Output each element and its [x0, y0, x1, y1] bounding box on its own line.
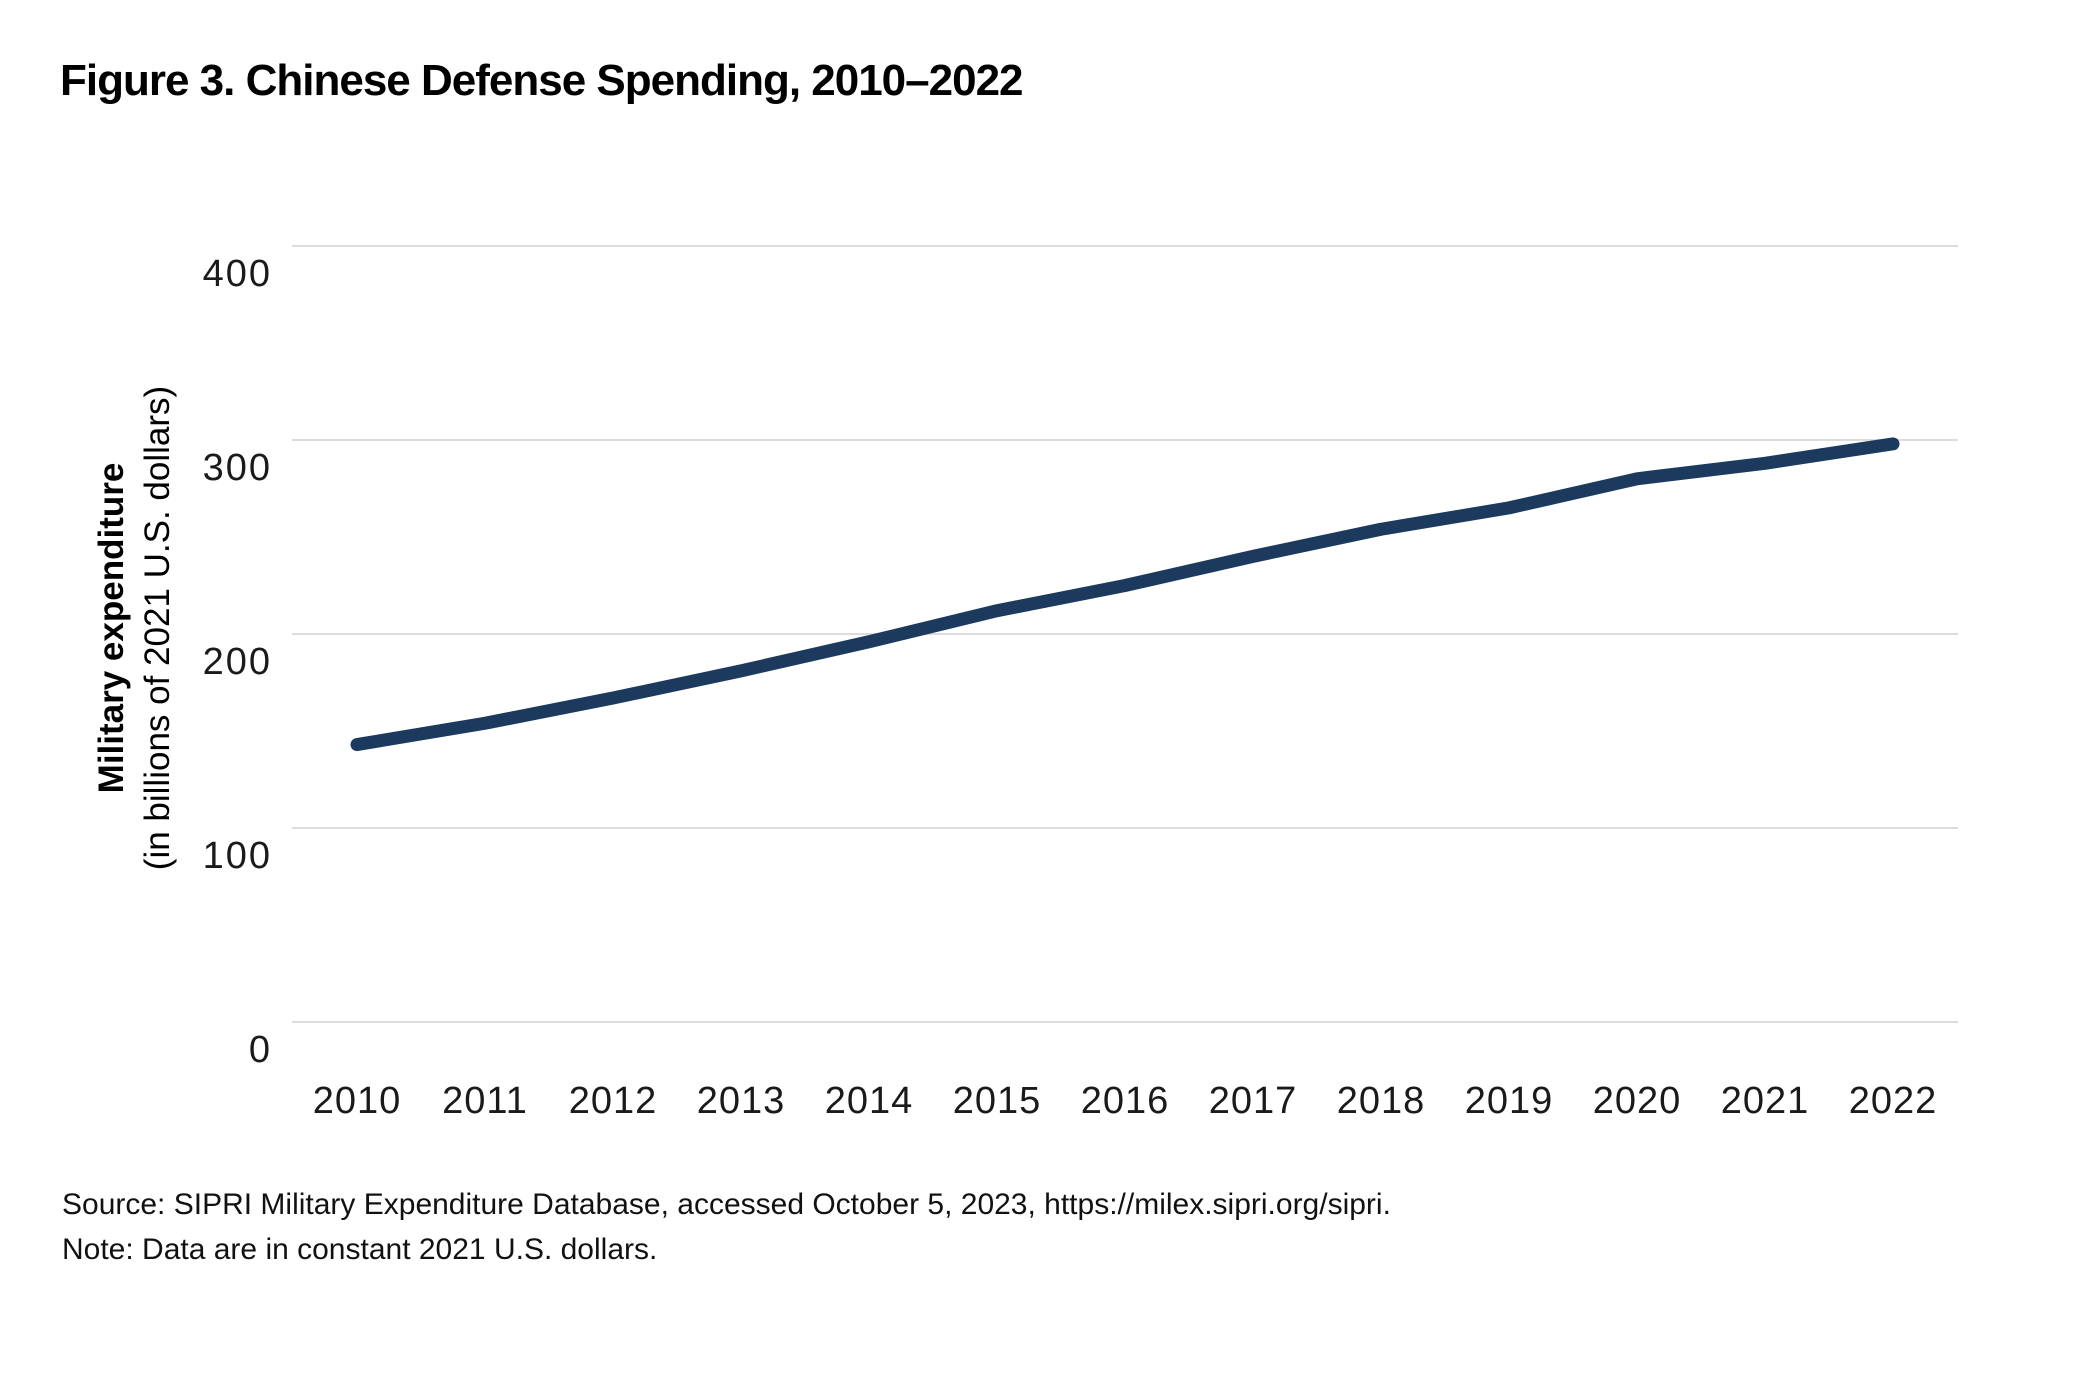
source-text: Source: SIPRI Military Expenditure Datab… [62, 1188, 1391, 1221]
y-tick-label-400: 400 [202, 253, 272, 295]
x-tick-label-2015: 2015 [952, 1080, 1042, 1122]
note-text: Note: Data are in constant 2021 U.S. dol… [62, 1233, 658, 1266]
x-tick-label-2019: 2019 [1464, 1080, 1554, 1122]
x-tick-label-2017: 2017 [1208, 1080, 1298, 1122]
y-axis-title-sub: (in billions of 2021 U.S. dollars) [138, 385, 177, 871]
x-tick-label-2012: 2012 [568, 1080, 658, 1122]
x-tick-label-2014: 2014 [824, 1080, 914, 1122]
y-axis-title: Military expenditure (in billions of 202… [89, 233, 185, 1023]
x-tick-label-2018: 2018 [1336, 1080, 1426, 1122]
spending-line [350, 437, 1900, 752]
x-tick-label-2011: 2011 [442, 1080, 528, 1122]
plot-area [292, 245, 1958, 1023]
figure-title: Figure 3. Chinese Defense Spending, 2010… [60, 56, 1024, 105]
x-tick-label-2020: 2020 [1592, 1080, 1682, 1122]
y-tick-label-200: 200 [202, 641, 272, 683]
x-tick-label-2021: 2021 [1720, 1080, 1810, 1122]
y-tick-label-100: 100 [202, 835, 272, 877]
x-tick-label-2010: 2010 [312, 1080, 402, 1122]
y-tick-label-0: 0 [248, 1029, 272, 1071]
y-axis-title-main: Military expenditure [92, 462, 131, 794]
line-chart: Military expenditure (in billions of 202… [89, 233, 1958, 1122]
x-tick-label-2013: 2013 [696, 1080, 786, 1122]
x-tick-label-2016: 2016 [1080, 1080, 1170, 1122]
x-tick-label-2022: 2022 [1848, 1080, 1938, 1122]
y-tick-label-300: 300 [202, 447, 272, 489]
